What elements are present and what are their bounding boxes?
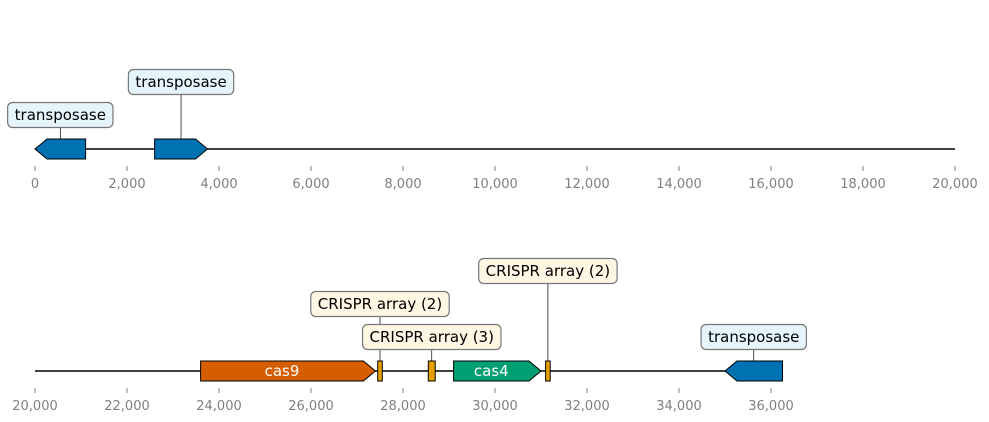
feature-label: transposase: [708, 328, 799, 346]
tick-label: 34,000: [656, 399, 702, 414]
crispr-feature[interactable]: [427, 360, 436, 382]
transposase-feature[interactable]: [154, 138, 209, 160]
feature-label: CRISPR array (3): [370, 328, 494, 346]
tick-label: 4,000: [200, 177, 237, 192]
tick-label: 24,000: [196, 399, 242, 414]
tick-label: 26,000: [288, 399, 334, 414]
cas9-feature-label: cas9: [265, 362, 300, 380]
tick-label: 20,000: [12, 399, 58, 414]
crispr-feature[interactable]: [377, 360, 383, 382]
tick-label: 6,000: [292, 177, 329, 192]
tick-label: 20,000: [932, 177, 978, 192]
feature-label-box: [127, 68, 235, 96]
transposase-feature[interactable]: [724, 360, 783, 382]
tick-label: 2,000: [108, 177, 145, 192]
track-1: 0 2,000 4,000 6,000 8,000 10,000 12,000 14,000 1…: [7, 68, 978, 192]
tick-label: 22,000: [104, 399, 150, 414]
cas4-feature[interactable]: [453, 360, 542, 382]
feature-label-box: [7, 101, 114, 129]
tick-label: 8,000: [384, 177, 421, 192]
cas4-feature-label: cas4: [474, 362, 509, 380]
tick-label: 36,000: [748, 399, 794, 414]
transposase-feature[interactable]: [34, 138, 87, 160]
cas9-feature[interactable]: [200, 360, 377, 382]
tick-label: 14,000: [656, 177, 702, 192]
tick-label: 28,000: [380, 399, 426, 414]
feature-label-box: [478, 257, 618, 285]
tick-label: 0: [31, 177, 39, 192]
feature-label-box: [361, 323, 502, 351]
tick-label: 18,000: [840, 177, 886, 192]
tick-label: 10,000: [472, 177, 518, 192]
feature-label: CRISPR array (2): [486, 262, 610, 280]
tick-label: 12,000: [564, 177, 610, 192]
feature-label-box: [700, 323, 808, 351]
feature-label-box: [310, 290, 450, 318]
tick-label: 30,000: [472, 399, 518, 414]
crispr-feature[interactable]: [545, 360, 551, 382]
feature-label: CRISPR array (2): [318, 295, 442, 313]
track-2: 20,000 22,000 24,000 26,000 28,000 30,000 32,0…: [12, 257, 808, 414]
tick-label: 32,000: [564, 399, 610, 414]
feature-label: transposase: [15, 106, 106, 124]
feature-label: transposase: [135, 73, 226, 91]
tick-label: 16,000: [748, 177, 794, 192]
